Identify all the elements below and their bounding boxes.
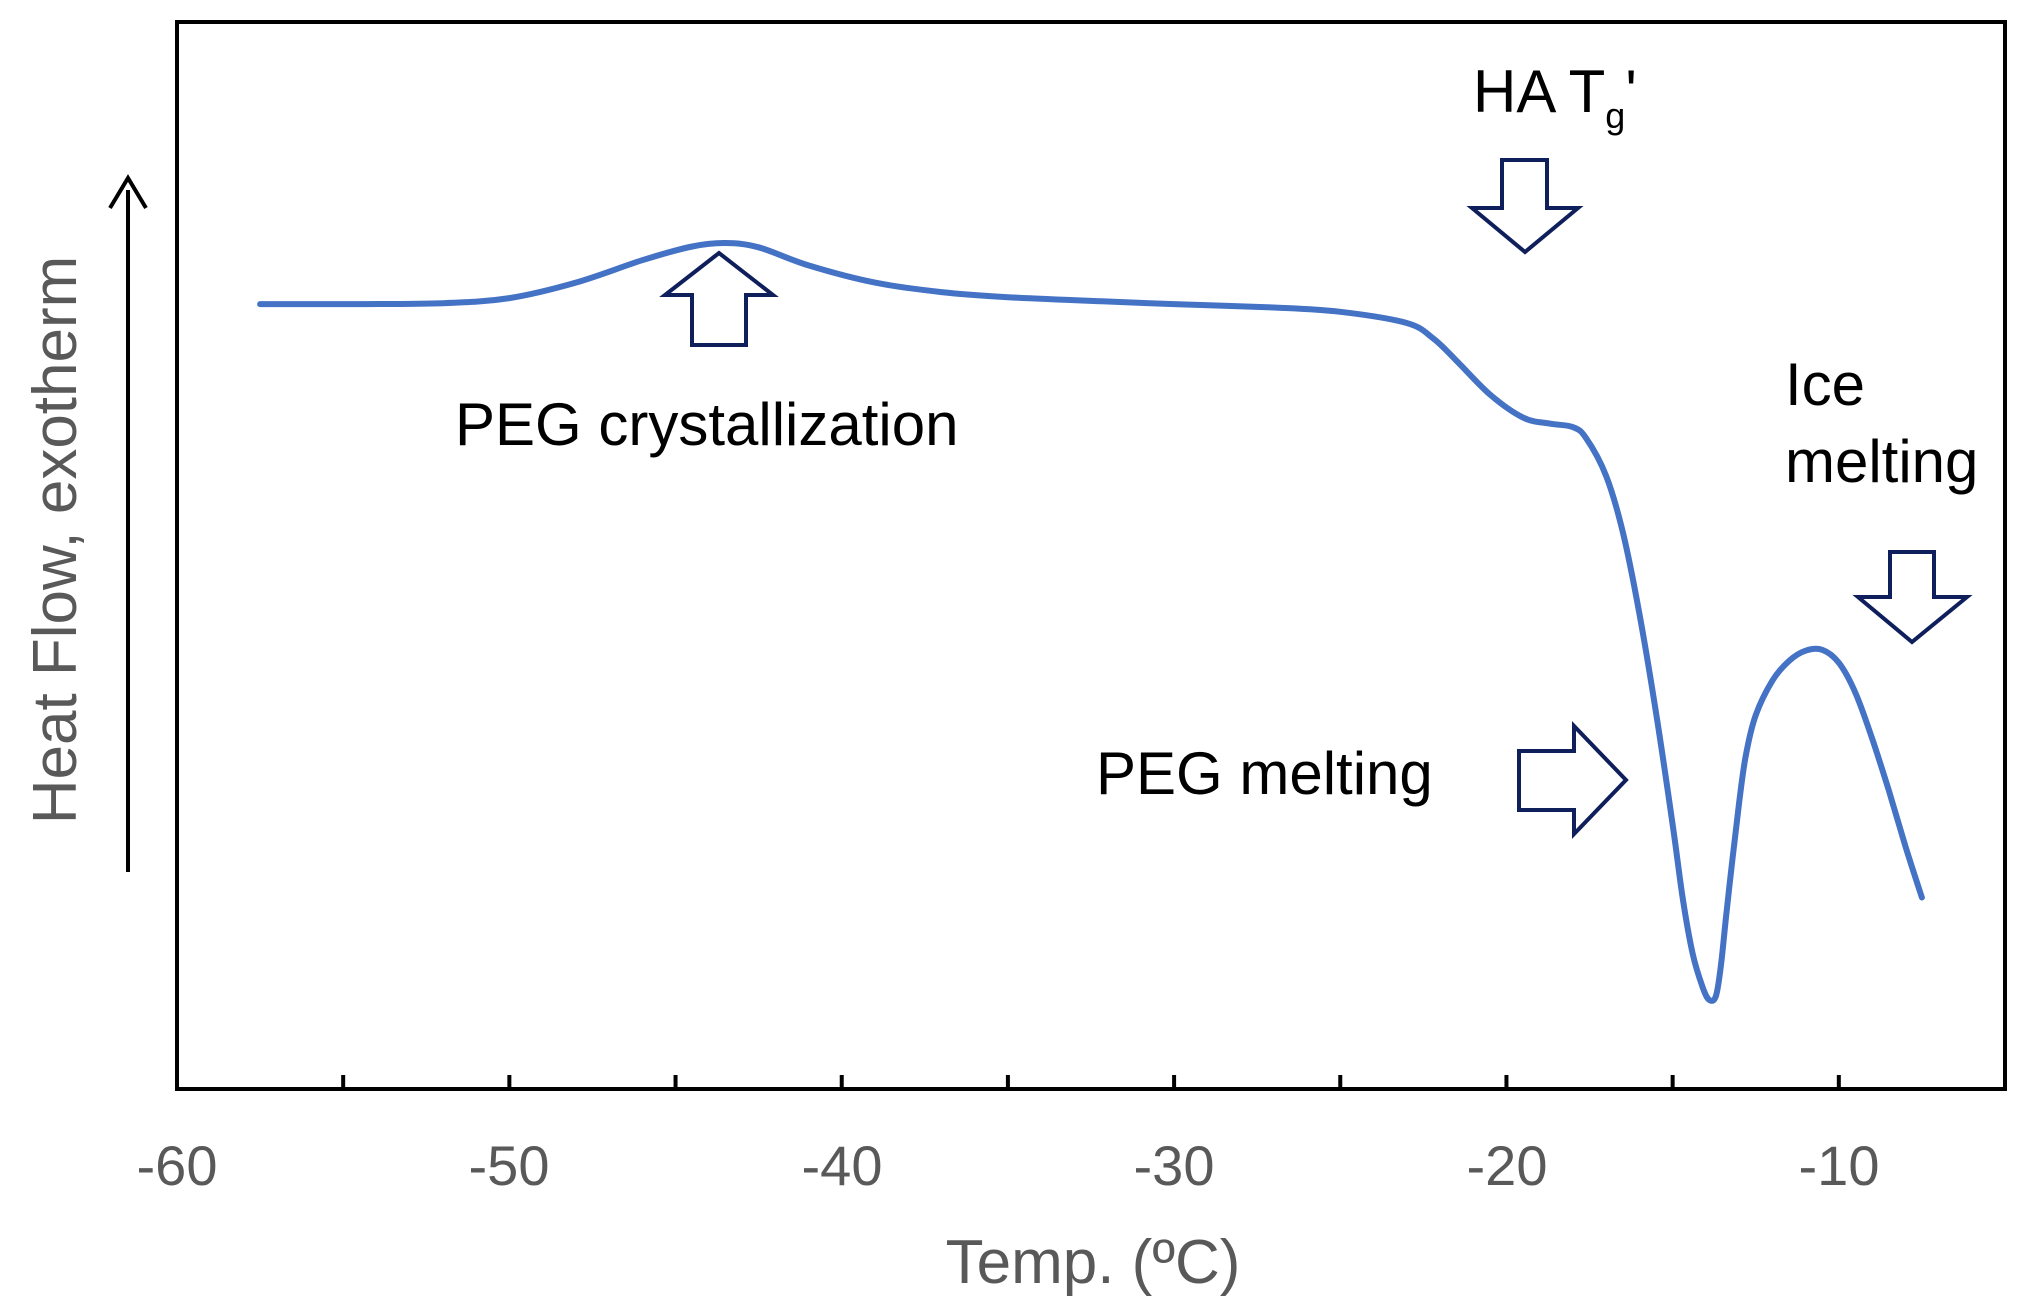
x-axis-title: Temp. (ºC) [946,1228,1241,1297]
x-tick-label: -10 [1799,1134,1880,1197]
x-tick-label: -20 [1467,1134,1548,1197]
y-axis-direction-arrow [108,174,148,872]
y-axis-title: Heat Flow, exotherm [21,256,90,825]
annotation-ice-melting-line2: melting [1785,428,1978,495]
x-axis-tick-labels: -60 -50 -40 -30 -20 -10 [137,1134,1880,1197]
annotation-ice-melting-line1: Ice [1785,351,1865,418]
x-tick-label: -30 [1134,1134,1215,1197]
annotation-ha-tg-subscript: g [1605,95,1625,136]
annotation-ha-tg-prime: ' [1625,58,1636,125]
annotation-ha-tg-main: HA T [1473,58,1605,125]
x-tick-label: -50 [469,1134,550,1197]
series-line-dsc-thermogram [257,239,1925,1004]
arrow-down-icon [1466,158,1584,255]
annotation-peg-crystallization: PEG crystallization [455,391,959,458]
arrow-up-icon [659,250,779,347]
annotation-peg-melting: PEG melting [1096,740,1433,807]
plot-area-frame [175,20,2007,1091]
arrow-down-icon [1852,550,1973,645]
annotation-ha-tg: HA Tg' [1473,58,1637,136]
arrow-right-icon [1517,721,1629,839]
x-tick-label: -60 [137,1134,218,1197]
x-tick-label: -40 [802,1134,883,1197]
x-axis-ticks [175,1075,1841,1089]
